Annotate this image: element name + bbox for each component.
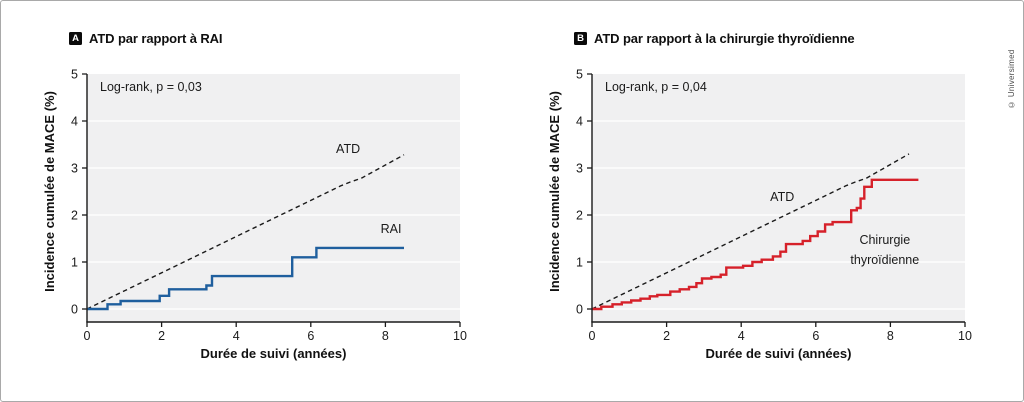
series-label: ATD (770, 190, 794, 204)
x-tick-label: 4 (738, 329, 745, 343)
x-tick-label: 6 (307, 329, 314, 343)
panel-b: B ATD par rapport à la chirurgie thyroïd… (546, 1, 1023, 381)
chart-atd-vs-chirurgie: ATD Chirurgie thyroïdienne 0 1 2 3 4 5 0 2 4 6 8 10 Log… (547, 67, 972, 361)
panel-title: ATD par rapport à la chirurgie thyroïdie… (594, 31, 855, 46)
y-tick-label: 5 (71, 67, 78, 81)
x-tick-label: 10 (453, 329, 467, 343)
y-tick-label: 3 (576, 161, 583, 175)
annotation-log-rank: Log-rank, p = 0,04 (605, 80, 707, 94)
y-tick-label: 1 (71, 255, 78, 269)
plot-area (592, 74, 965, 322)
series-atd-curve (591, 153, 910, 310)
panel-header: B ATD par rapport à la chirurgie thyroïd… (574, 31, 855, 46)
y-tick-label: 1 (576, 255, 583, 269)
panel-a-badge: A (69, 32, 82, 45)
y-tick-label: 0 (576, 302, 583, 316)
panel-header: A ATD par rapport à RAI (69, 31, 223, 46)
plot-area (87, 74, 460, 322)
x-axis-label: Durée de suivi (années) (201, 346, 347, 361)
x-tick-label: 0 (84, 329, 91, 343)
series-chirurgie-thyro-dienne-curve (592, 178, 919, 311)
panel-title: ATD par rapport à RAI (89, 31, 223, 46)
x-tick-label: 10 (958, 329, 972, 343)
series-label: RAI (381, 222, 402, 236)
x-tick-label: 0 (589, 329, 596, 343)
copyright-credit: © Universimed (1007, 49, 1016, 109)
y-tick-label: 4 (71, 114, 78, 128)
x-axis-label: Durée de suivi (années) (706, 346, 852, 361)
panel-a: A ATD par rapport à RAI ATD RAI 0 1 2 3 4 5 0 2 4 6… (41, 1, 521, 381)
y-axis-label: Incidence cumulée de MACE (%) (547, 91, 562, 292)
series-label: ATD (336, 142, 360, 156)
series-atd-curve (86, 154, 405, 310)
y-tick-label: 4 (576, 114, 583, 128)
y-tick-label: 5 (576, 67, 583, 81)
y-axis-label: Incidence cumulée de MACE (%) (42, 91, 57, 292)
x-tick-label: 2 (158, 329, 165, 343)
x-tick-label: 8 (382, 329, 389, 343)
y-tick-label: 3 (71, 161, 78, 175)
panel-b-badge: B (574, 32, 587, 45)
annotation-log-rank: Log-rank, p = 0,03 (100, 80, 202, 94)
series-label: Chirurgie (859, 233, 910, 247)
series-rai-curve (87, 246, 404, 311)
x-tick-label: 2 (663, 329, 670, 343)
y-tick-label: 2 (71, 208, 78, 222)
y-tick-label: 0 (71, 302, 78, 316)
x-tick-label: 6 (812, 329, 819, 343)
chart-atd-vs-rai: ATD RAI 0 1 2 3 4 5 0 2 4 6 8 10 Log-rank, p = 0,03 Inc… (42, 67, 467, 361)
series-label: thyroïdienne (850, 253, 919, 267)
x-tick-label: 4 (233, 329, 240, 343)
y-tick-label: 2 (576, 208, 583, 222)
x-tick-label: 8 (887, 329, 894, 343)
